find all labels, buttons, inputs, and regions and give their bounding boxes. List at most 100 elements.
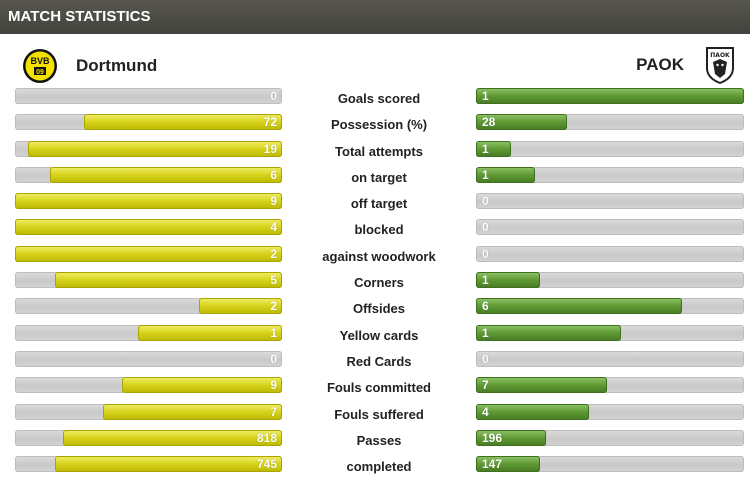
away-bar-fill [476, 272, 541, 289]
header-title: MATCH STATISTICS [8, 8, 151, 25]
svg-text:09: 09 [36, 69, 44, 76]
home-bar-track: 5 [15, 272, 282, 289]
home-value: 4 [270, 220, 277, 235]
away-value: 1 [482, 325, 489, 340]
stat-row: 745 completed 147 [0, 455, 750, 481]
away-team-name: PAOK [636, 55, 684, 74]
home-value: 0 [270, 89, 277, 103]
stat-label: Total attempts [335, 143, 423, 159]
home-value: 9 [270, 378, 277, 393]
stat-row: 0 Goals scored 1 [0, 87, 750, 113]
away-value: 1 [482, 141, 489, 156]
stat-row: 818 Passes 196 [0, 429, 750, 455]
home-bar-track: 0 [15, 88, 282, 104]
home-bar-fill [137, 324, 282, 341]
stat-row: 9 off target 0 [0, 192, 750, 218]
stat-label: blocked [354, 222, 404, 238]
svg-text:BVB: BVB [30, 56, 50, 66]
away-bar-track: 0 [476, 193, 744, 210]
away-value: 28 [482, 115, 496, 130]
stat-label: Yellow cards [339, 327, 419, 343]
away-value: 0 [482, 246, 489, 261]
home-value: 6 [270, 167, 277, 182]
away-value: 7 [482, 378, 489, 393]
home-bar-fill [199, 298, 282, 315]
away-value: 1 [482, 89, 489, 103]
away-bar-track: 147 [476, 456, 744, 473]
away-bar-fill [476, 298, 683, 315]
home-value: 7 [270, 404, 277, 419]
stat-row: 4 blocked 0 [0, 218, 750, 244]
away-bar-track: 1 [476, 88, 744, 104]
away-value: 4 [482, 404, 489, 419]
stat-row: 0 Red Cards 0 [0, 350, 750, 376]
stat-label: off target [350, 196, 408, 212]
home-team-name: Dortmund [76, 56, 158, 75]
stat-row: 5 Corners 1 [0, 271, 750, 297]
home-bar-fill [15, 193, 282, 210]
home-bar-track: 2 [15, 298, 282, 315]
home-bar-track: 1 [15, 324, 282, 341]
home-bar-track: 9 [15, 193, 282, 210]
home-bar-track: 19 [15, 140, 282, 157]
stats-table: 0 Goals scored 1 72 Possession (%) 28 19 Total … [0, 87, 750, 481]
away-bar-track: 6 [476, 298, 744, 315]
away-bar-fill [476, 429, 546, 446]
home-value: 5 [270, 273, 277, 288]
away-bar-track: 28 [476, 114, 744, 131]
stat-row: 19 Total attempts 1 [0, 140, 750, 166]
stat-row: 1 Yellow cards 1 [0, 324, 750, 350]
stat-row: 6 on target 1 [0, 166, 750, 192]
away-bar-track: 7 [476, 377, 744, 394]
stat-label: Offsides [352, 301, 405, 317]
home-value: 818 [256, 430, 277, 445]
home-bar-track: 2 [15, 245, 282, 262]
away-bar-track: 1 [476, 272, 744, 289]
stat-label: Goals scored [337, 91, 421, 106]
away-value: 1 [482, 273, 489, 288]
away-bar-fill [476, 377, 608, 394]
home-bar-fill [55, 456, 282, 473]
home-bar-fill [28, 140, 282, 157]
away-bar-fill [476, 324, 621, 341]
stat-label: against woodwork [322, 248, 436, 264]
home-value: 19 [263, 141, 277, 156]
home-value: 1 [270, 325, 277, 340]
away-bar-fill [476, 403, 589, 420]
stat-label: Red Cards [346, 353, 412, 369]
stat-label: Passes [356, 432, 402, 448]
home-bar-track: 72 [15, 114, 282, 131]
away-bar-track: 1 [476, 140, 744, 157]
away-bar-track: 0 [476, 350, 744, 367]
away-team: PAOK ΠΑΟΚ [636, 46, 736, 84]
away-bar-track: 1 [476, 324, 744, 341]
stat-row: 9 Fouls committed 7 [0, 376, 750, 402]
away-bar-track: 1 [476, 166, 744, 183]
home-bar-track: 4 [15, 219, 282, 236]
away-bar-fill [476, 166, 535, 183]
away-bar-track: 0 [476, 219, 744, 236]
away-value: 147 [482, 457, 503, 472]
stat-label: completed [346, 459, 412, 475]
home-bar-fill [15, 219, 282, 236]
svg-text:ΠΑΟΚ: ΠΑΟΚ [710, 52, 730, 59]
away-bar-fill [476, 114, 568, 131]
home-bar-fill [49, 166, 282, 183]
stat-label: Corners [354, 275, 404, 291]
stat-row: 2 against woodwork 0 [0, 245, 750, 271]
away-value: 0 [482, 194, 489, 209]
home-bar-track: 7 [15, 403, 282, 420]
home-value: 9 [270, 194, 277, 209]
home-bar-fill [121, 377, 282, 394]
home-value: 2 [270, 246, 277, 261]
away-bar-track: 0 [476, 245, 744, 262]
home-bar-fill [63, 429, 282, 446]
stat-row: 2 Offsides 6 [0, 297, 750, 323]
home-bar-track: 0 [15, 350, 282, 367]
away-bar-fill [476, 140, 511, 157]
away-value: 0 [482, 351, 489, 366]
home-team: BVB 09 Dortmund [22, 48, 157, 84]
away-bar-fill [476, 456, 541, 473]
dortmund-crest-icon: BVB 09 [23, 49, 57, 83]
home-bar-fill [15, 245, 282, 262]
